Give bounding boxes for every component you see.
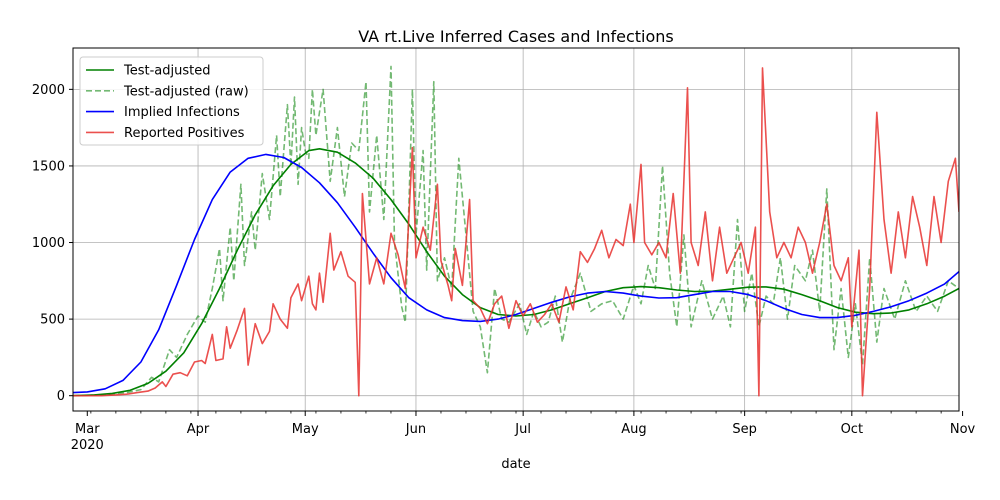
- x-tick-sublabel: 2020: [71, 438, 104, 453]
- x-tick-label: Sep: [732, 422, 757, 437]
- chart-title: VA rt.Live Inferred Cases and Infections: [358, 27, 673, 46]
- test-adjusted-line: [73, 148, 959, 397]
- x-tick-label: Oct: [841, 422, 863, 437]
- y-tick-label: 500: [40, 313, 65, 328]
- implied-infections-line: [73, 153, 959, 394]
- legend-box: [79, 56, 264, 146]
- y-tick-label: 2000: [32, 83, 65, 98]
- legend-label: Test-adjusted: [123, 64, 210, 79]
- legend-label: Test-adjusted (raw): [123, 84, 249, 99]
- x-tick-label: May: [292, 422, 319, 437]
- x-tick-label: Jul: [514, 422, 531, 437]
- x-tick-label: Jun: [405, 422, 426, 437]
- x-tick-label: Aug: [621, 422, 646, 437]
- y-tick-label: 1000: [32, 236, 65, 251]
- legend: Test-adjusted Test-adjusted (raw) Implied …: [79, 56, 264, 146]
- test-adjusted-raw-line: [73, 65, 959, 397]
- y-tick-label: 1500: [32, 159, 65, 174]
- x-axis-label: date: [501, 457, 530, 472]
- legend-label: Implied Infections: [124, 105, 240, 120]
- x-tick-label: Mar: [75, 422, 100, 437]
- x-tick-label: Apr: [187, 422, 210, 437]
- legend-label: Reported Positives: [124, 126, 245, 141]
- reported-positives-line: [73, 67, 959, 397]
- y-tick-label: 0: [57, 389, 65, 404]
- series-layer: [73, 65, 959, 397]
- x-tick-label: Nov: [950, 422, 976, 437]
